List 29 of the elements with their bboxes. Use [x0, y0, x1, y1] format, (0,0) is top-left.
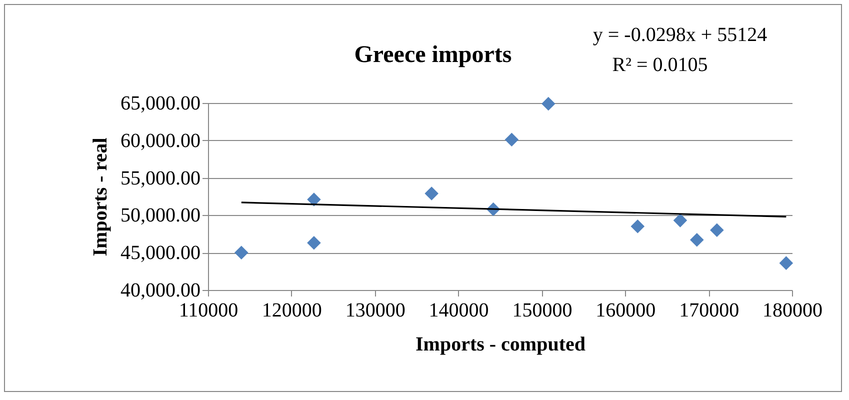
x-tick-label: 160000 [596, 300, 656, 322]
point [424, 186, 438, 200]
x-tick-label: 140000 [428, 300, 489, 322]
x-tick-label: 180000 [762, 300, 822, 322]
point [541, 96, 556, 111]
point [673, 214, 688, 228]
y-tick-label: 50,000.00 [120, 204, 200, 227]
y-tick-label: 55,000.00 [120, 167, 200, 190]
y-axis-title: Imports - real [90, 137, 112, 256]
y-tick-label: 60,000.00 [120, 130, 200, 152]
point [690, 232, 704, 247]
point [779, 256, 794, 270]
text: R² = 0.0105 [612, 54, 708, 76]
text: y = -0.0298x + 55124 [592, 24, 768, 46]
x-tick-label: 170000 [679, 300, 740, 322]
x-axis-title: Imports - computed [416, 334, 586, 356]
y-tick-label: 40,000.00 [120, 280, 200, 302]
x-tick-label: 150000 [512, 300, 572, 322]
x-tick-label: 110000 [178, 300, 238, 322]
point [710, 223, 724, 238]
point [630, 220, 645, 234]
y-tick-label: 65,000.00 [120, 92, 200, 114]
chart-title: Greece imports [354, 42, 512, 68]
x-tick-label: 130000 [345, 300, 406, 322]
point [234, 246, 248, 260]
point [504, 132, 519, 147]
y-tick-label: 45,000.00 [120, 242, 200, 264]
x-tick-label: 120000 [262, 300, 322, 322]
point [307, 236, 321, 250]
